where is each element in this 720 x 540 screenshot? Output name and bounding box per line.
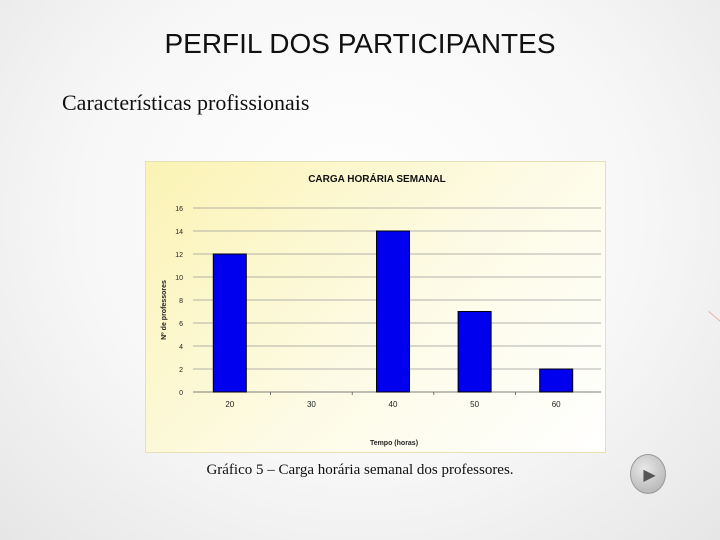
y-tick-label: 4 (179, 344, 183, 351)
x-axis-label: Tempo (horas) (370, 440, 418, 447)
chart-title: CARGA HORÁRIA SEMANAL (308, 172, 446, 185)
slide-title: PERFIL DOS PARTICIPANTES (164, 28, 556, 59)
x-tick-label: 20 (225, 400, 234, 409)
y-tick-label: 8 (179, 298, 183, 305)
next-slide-button[interactable]: ▶ (630, 454, 666, 494)
y-tick-label: 12 (175, 252, 183, 259)
y-tick-label: 0 (179, 390, 183, 397)
y-tick-label: 2 (179, 367, 183, 374)
bar (212, 253, 247, 393)
x-tick-label: 60 (552, 400, 561, 409)
x-tick-label: 40 (389, 400, 398, 409)
chart-panel: CARGA HORÁRIA SEMANAL 0 2 4 6 8 10 12 14 16 20 30 40… (145, 161, 606, 453)
slide-subtitle: Características profissionais (62, 90, 310, 115)
x-tick-label: 50 (470, 400, 479, 409)
chart-caption: Gráfico 5 – Carga horária semanal dos pr… (206, 462, 514, 478)
y-tick-label: 10 (175, 275, 183, 282)
bar (539, 368, 574, 393)
y-tick-label: 14 (175, 229, 183, 236)
play-triangle-icon: ▶ (643, 464, 656, 484)
bar-chart: CARGA HORÁRIA SEMANAL 0 2 4 6 8 10 12 14 16 20 30 40… (161, 172, 601, 447)
bar (457, 311, 492, 393)
y-tick-label: 6 (179, 321, 183, 328)
y-tick-label: 16 (175, 206, 183, 213)
decorative-line (708, 311, 720, 326)
bar (376, 230, 410, 393)
y-axis-label: Nº de professores (161, 280, 168, 340)
x-tick-label: 30 (307, 400, 316, 409)
